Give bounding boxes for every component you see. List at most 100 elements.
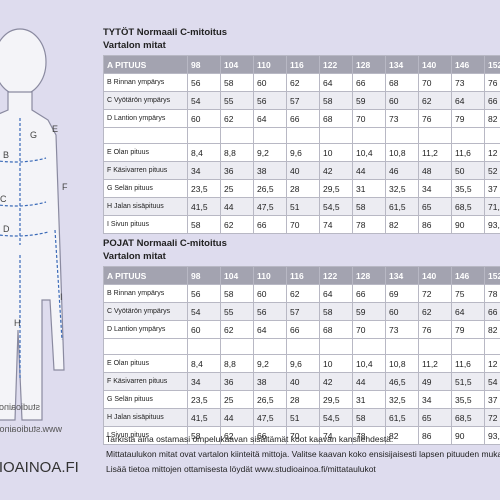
cell: 10,8 xyxy=(385,354,419,373)
header-row: A PITUUS98104110116122128134140146152 xyxy=(103,266,500,285)
cell: 9,6 xyxy=(286,143,320,162)
cell: 73 xyxy=(385,320,419,339)
header-cell: 98 xyxy=(187,266,221,285)
label: I xyxy=(60,292,63,302)
header-cell: 146 xyxy=(451,55,485,74)
cell: 44 xyxy=(220,197,254,216)
row: F Käsivarren pituus 34 36 38 40 42 44 46 48 50 52 xyxy=(103,161,500,180)
cell: 70 xyxy=(418,73,452,92)
cell: 61,5 xyxy=(385,197,419,216)
cell: 64 xyxy=(319,284,353,303)
cell: 64 xyxy=(253,109,287,128)
label: B xyxy=(3,150,9,160)
header-cell: 128 xyxy=(352,266,386,285)
header-row: A PITUUS98104110116122128134140146152 xyxy=(103,55,500,74)
cell: 9,2 xyxy=(253,143,287,162)
empty-cell xyxy=(352,127,386,144)
cell: 62 xyxy=(286,73,320,92)
cell: 68 xyxy=(319,109,353,128)
cell: 69 xyxy=(385,284,419,303)
table-subtitle: Vartalon mitat xyxy=(103,251,166,262)
cell: 68 xyxy=(385,73,419,92)
row: G Selän pituus 23,5 25 26,5 28 29,5 31 32,5 34 35… xyxy=(103,179,500,198)
cell: 60 xyxy=(385,91,419,110)
cell: H Jalan sisäpituus xyxy=(103,408,188,427)
header-cell: 140 xyxy=(418,266,452,285)
row: B Rinnan ympärys 56 58 60 62 64 66 68 70 73 76 xyxy=(103,73,500,92)
cell: 26,5 xyxy=(253,390,287,409)
label: F xyxy=(62,182,68,192)
header-cell: 116 xyxy=(286,55,320,74)
cell: I Sivun pituus xyxy=(103,215,188,234)
footer: Tarkista aina ostamasi ompelukaavan sisä… xyxy=(106,432,500,477)
cell: 64 xyxy=(253,320,287,339)
cell: 34 xyxy=(418,179,452,198)
cell: 52 xyxy=(484,161,500,180)
cell: 60 xyxy=(187,320,221,339)
cell: 42 xyxy=(319,372,353,391)
cell: 76 xyxy=(418,109,452,128)
empty-cell xyxy=(187,338,221,355)
cell: E Olan pituus xyxy=(103,143,188,162)
cell: 8,4 xyxy=(187,143,221,162)
header-cell: 140 xyxy=(418,55,452,74)
row: H Jalan sisäpituus 41,5 44 47,5 51 54,5 58 61,5… xyxy=(103,197,500,216)
cell: 72 xyxy=(418,284,452,303)
cell: 28 xyxy=(286,179,320,198)
cell: 55 xyxy=(220,302,254,321)
cell: 62 xyxy=(286,284,320,303)
cell: 73 xyxy=(385,109,419,128)
row: D Lantion ympärys 60 62 64 66 68 70 73 76 79 82 xyxy=(103,320,500,339)
footer-line: Tarkista aina ostamasi ompelukaavan sisä… xyxy=(106,434,394,444)
empty-cell xyxy=(418,127,452,144)
cell: 58 xyxy=(220,284,254,303)
cell: 68,5 xyxy=(451,197,485,216)
cell: 70 xyxy=(352,320,386,339)
watermarks: studioainoa www.studioainoa DIOAINOA.FI xyxy=(0,402,79,476)
cell: 71,5 xyxy=(484,197,500,216)
cell: 66 xyxy=(253,215,287,234)
header-cell: A PITUUS xyxy=(103,266,188,285)
cell: 48 xyxy=(418,161,452,180)
header-cell: A PITUUS xyxy=(103,55,188,74)
cell: 58 xyxy=(319,91,353,110)
empty-cell xyxy=(220,338,254,355)
cell: 64 xyxy=(319,73,353,92)
cell: 56 xyxy=(187,284,221,303)
cell: 54 xyxy=(187,91,221,110)
cell: 41,5 xyxy=(187,197,221,216)
cell: 37 xyxy=(484,390,500,409)
cell: 62 xyxy=(220,215,254,234)
cell: 36 xyxy=(220,161,254,180)
cell: 65 xyxy=(418,408,452,427)
cell: 78 xyxy=(352,426,386,445)
cell: 47,5 xyxy=(253,197,287,216)
cell: 38 xyxy=(253,161,287,180)
cell: 23,5 xyxy=(187,179,221,198)
cell: 61,5 xyxy=(385,408,419,427)
cell: 93,5 xyxy=(484,215,500,234)
cell: 58 xyxy=(319,302,353,321)
cell: 36 xyxy=(220,372,254,391)
cell: 35,5 xyxy=(451,390,485,409)
cell: 51,5 xyxy=(451,372,485,391)
empty-cell xyxy=(103,127,188,144)
cell: 25 xyxy=(220,179,254,198)
table-subtitle: Vartalon mitat xyxy=(103,40,166,51)
cell: 46 xyxy=(385,161,419,180)
empty-cell xyxy=(319,127,353,144)
header-cell: 134 xyxy=(385,55,419,74)
cell: 34 xyxy=(418,390,452,409)
cell: C Vyötärön ympärys xyxy=(103,91,188,110)
cell: G Selän pituus xyxy=(103,179,188,198)
table: A PITUUS98104110116122128134140146152B R… xyxy=(103,55,500,234)
child-silhouette xyxy=(0,28,65,421)
cell: 51 xyxy=(286,197,320,216)
cell: 37 xyxy=(484,179,500,198)
cell: 93,5 xyxy=(484,426,500,445)
row: H Jalan sisäpituus 41,5 44 47,5 51 54,5 58 61,5… xyxy=(103,408,500,427)
cell: 58 xyxy=(352,408,386,427)
empty-cell xyxy=(484,127,500,144)
